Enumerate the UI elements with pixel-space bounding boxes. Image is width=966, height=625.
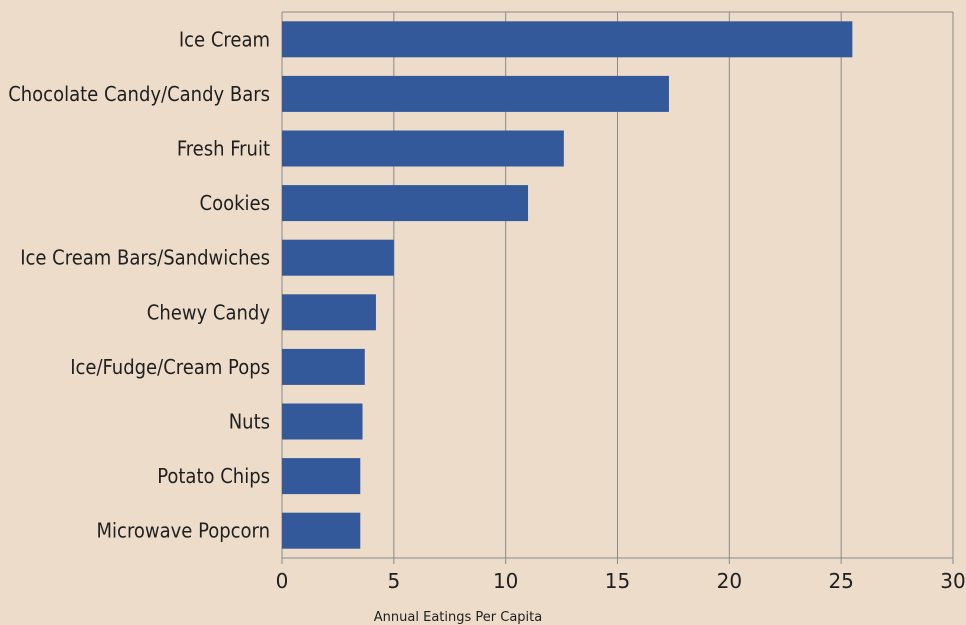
category-label: Microwave Popcorn bbox=[97, 519, 270, 543]
bar bbox=[282, 458, 361, 495]
x-tick-label: 5 bbox=[387, 569, 400, 593]
bar bbox=[282, 130, 564, 167]
x-tick-label: 30 bbox=[940, 569, 965, 593]
bar bbox=[282, 75, 669, 112]
category-label: Fresh Fruit bbox=[177, 137, 270, 161]
bar bbox=[282, 185, 529, 222]
x-tick-label: 10 bbox=[493, 569, 518, 593]
bars bbox=[282, 21, 853, 549]
category-label: Ice/Fudge/Cream Pops bbox=[70, 355, 270, 379]
category-label: Potato Chips bbox=[157, 464, 270, 488]
x-tick-label: 15 bbox=[605, 569, 630, 593]
category-label: Cookies bbox=[200, 191, 270, 215]
category-label: Ice Cream bbox=[179, 27, 270, 51]
x-tick-label: 0 bbox=[276, 569, 289, 593]
x-tick-label: 25 bbox=[828, 569, 853, 593]
bar bbox=[282, 403, 363, 440]
bar bbox=[282, 21, 853, 58]
bar bbox=[282, 348, 365, 385]
bar bbox=[282, 294, 376, 331]
category-label: Ice Cream Bars/Sandwiches bbox=[20, 246, 270, 270]
category-label: Chewy Candy bbox=[147, 300, 271, 324]
category-label: Chocolate Candy/Candy Bars bbox=[8, 82, 270, 106]
category-label: Nuts bbox=[229, 410, 270, 434]
x-axis-title: Annual Eatings Per Capita bbox=[374, 610, 542, 625]
x-tick-label: 20 bbox=[717, 569, 742, 593]
x-tick-labels: 0 5 10 15 20 25 30 bbox=[276, 569, 966, 593]
bar bbox=[282, 239, 394, 276]
category-labels: Ice Cream Chocolate Candy/Candy Bars Fresh… bbox=[8, 27, 270, 542]
bar bbox=[282, 512, 361, 549]
